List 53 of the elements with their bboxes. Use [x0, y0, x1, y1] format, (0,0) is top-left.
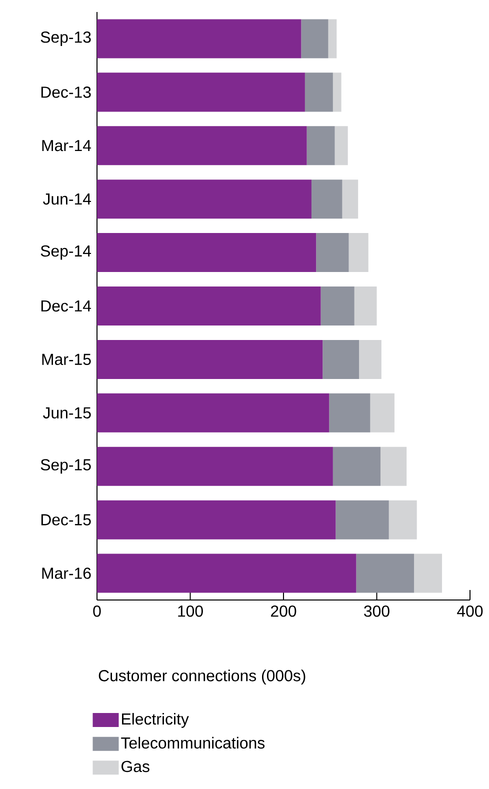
y-tick-label: Sep-14	[40, 245, 92, 260]
bar	[304, 72, 333, 112]
bar	[370, 393, 394, 432]
x-axis-title: Customer connections (000s)	[98, 670, 306, 684]
bar	[301, 19, 328, 58]
y-tick-label: Jun-15	[43, 407, 91, 418]
bar	[388, 500, 417, 540]
x-tick-label: 400	[457, 606, 483, 617]
y-tick-label: Sep-13	[40, 32, 91, 46]
y-tick-label: Mar-16	[42, 568, 91, 579]
bar	[359, 340, 382, 379]
x-tick-label: 0	[93, 606, 101, 617]
bar	[334, 126, 348, 166]
x-tick-label: 200	[271, 606, 296, 617]
x-tick-label: 100	[178, 606, 203, 617]
x-tick-label: 300	[364, 606, 390, 617]
bar	[320, 286, 354, 326]
bar	[356, 554, 414, 593]
bar	[97, 180, 312, 219]
y-tick-label: Dec-15	[41, 514, 91, 526]
bar	[380, 446, 407, 486]
y-tick-label: Mar-14	[42, 140, 92, 152]
legend-label: Telecommunications	[121, 736, 265, 749]
bar	[336, 500, 389, 540]
bar	[97, 233, 316, 272]
bar	[332, 72, 342, 112]
y-tick-label: Dec-13	[41, 86, 91, 98]
legend-label: Electricity	[122, 712, 189, 728]
bar	[342, 180, 358, 219]
bar	[97, 393, 330, 432]
bar	[97, 72, 305, 112]
bar	[328, 19, 337, 58]
bar	[97, 286, 321, 326]
bar	[348, 233, 368, 272]
y-tick-label: Mar-15	[42, 354, 91, 366]
bar	[316, 233, 349, 272]
legend-label: Gas	[122, 760, 150, 772]
bar	[97, 446, 333, 486]
bar	[322, 340, 360, 379]
y-tick-label: Sep-15	[40, 459, 91, 474]
bar	[354, 286, 377, 326]
bar	[97, 554, 356, 593]
bar	[97, 19, 302, 58]
bar	[414, 554, 442, 593]
bar	[332, 446, 380, 486]
bar	[329, 393, 370, 432]
y-tick-label: Dec-14	[41, 300, 92, 312]
bar	[97, 126, 307, 166]
bar	[311, 180, 342, 219]
bar	[306, 126, 335, 166]
bar	[97, 340, 323, 379]
y-tick-label: Jun-14	[43, 194, 92, 205]
bar	[97, 500, 336, 540]
